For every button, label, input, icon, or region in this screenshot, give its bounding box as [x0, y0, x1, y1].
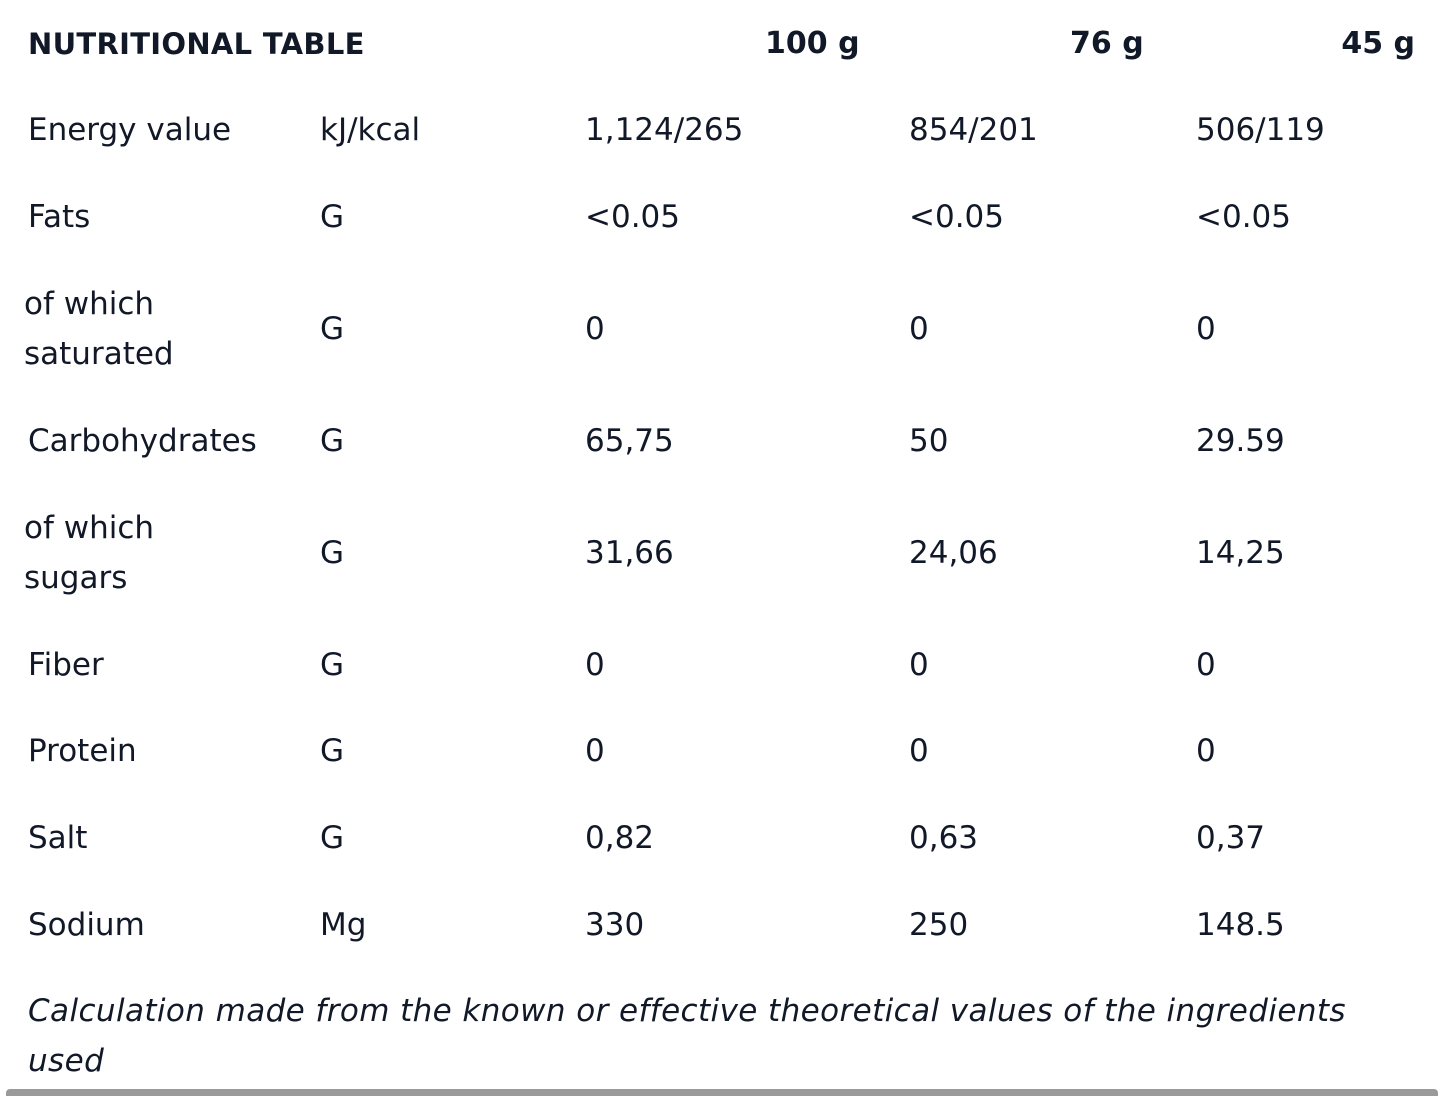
table-footnote: Calculation made from the known or effec…: [28, 993, 1346, 1079]
row-value-100g: 31,66: [585, 535, 674, 571]
row-value-45g: 29.59: [1196, 423, 1285, 459]
row-value-76g: 250: [909, 907, 969, 943]
row-label: Carbohydrates: [28, 423, 257, 459]
column-header-45g: 45 g: [1341, 26, 1415, 61]
row-label: Salt: [28, 820, 88, 856]
row-value-45g: 0,37: [1196, 820, 1266, 856]
row-label: Protein: [28, 733, 137, 769]
row-unit: G: [320, 647, 345, 683]
table-header: NUTRITIONAL TABLE 100 g 76 g 45 g: [0, 0, 1445, 88]
row-value-100g: 0,82: [585, 820, 655, 856]
row-unit: Mg: [320, 907, 367, 943]
row-label: Fiber: [28, 647, 104, 683]
row-value-76g: 24,06: [909, 535, 998, 571]
table-row-energy: Energy value kJ/kcal 1,124/265 854/201 5…: [0, 105, 1445, 155]
row-label: Fats: [28, 199, 91, 235]
row-value-76g: 0: [909, 311, 929, 347]
table-row-protein: Protein G 0 0 0: [0, 726, 1445, 776]
row-value-100g: 65,75: [585, 423, 674, 459]
table-row-carbohydrates: Carbohydrates G 65,75 50 29.59: [0, 416, 1445, 466]
row-label-line2: saturated: [24, 336, 174, 372]
row-value-100g: 330: [585, 907, 645, 943]
row-value-45g: <0.05: [1196, 199, 1291, 235]
row-unit: G: [320, 423, 345, 459]
table-row-saturated: of which saturated G 0 0 0: [0, 279, 1445, 379]
row-value-100g: 0: [585, 733, 605, 769]
row-label: Sodium: [28, 907, 145, 943]
column-header-76g: 76 g: [1070, 26, 1144, 61]
row-value-45g: 506/119: [1196, 112, 1325, 148]
row-value-100g: 1,124/265: [585, 112, 744, 148]
row-value-76g: <0.05: [909, 199, 1004, 235]
row-unit: G: [320, 820, 345, 856]
table-title: NUTRITIONAL TABLE: [28, 27, 365, 61]
row-label-line1: of which: [24, 510, 155, 546]
row-label: Energy value: [28, 112, 232, 148]
table-row-fats: Fats G <0.05 <0.05 <0.05: [0, 192, 1445, 242]
row-value-76g: 0: [909, 733, 929, 769]
row-unit: G: [320, 535, 345, 571]
row-value-76g: 0,63: [909, 820, 979, 856]
row-value-45g: 14,25: [1196, 535, 1285, 571]
row-value-100g: <0.05: [585, 199, 680, 235]
horizontal-scrollbar[interactable]: [6, 1089, 1438, 1096]
row-value-45g: 0: [1196, 733, 1216, 769]
row-value-45g: 0: [1196, 311, 1216, 347]
row-unit: kJ/kcal: [320, 112, 421, 148]
row-value-45g: 148.5: [1196, 907, 1285, 943]
row-value-76g: 0: [909, 647, 929, 683]
table-row-fiber: Fiber G 0 0 0: [0, 640, 1445, 690]
row-value-45g: 0: [1196, 647, 1216, 683]
row-unit: G: [320, 199, 345, 235]
row-value-76g: 854/201: [909, 112, 1038, 148]
table-row-sodium: Sodium Mg 330 250 148.5: [0, 900, 1445, 950]
row-value-100g: 0: [585, 647, 605, 683]
row-value-76g: 50: [909, 423, 949, 459]
row-label-line2: sugars: [24, 560, 128, 596]
row-unit: G: [320, 311, 345, 347]
row-label-line1: of which: [24, 286, 155, 322]
row-value-100g: 0: [585, 311, 605, 347]
table-row-salt: Salt G 0,82 0,63 0,37: [0, 813, 1445, 863]
column-header-100g: 100 g: [765, 26, 860, 61]
table-row-sugars: of which sugars G 31,66 24,06 14,25: [0, 503, 1445, 603]
row-unit: G: [320, 733, 345, 769]
